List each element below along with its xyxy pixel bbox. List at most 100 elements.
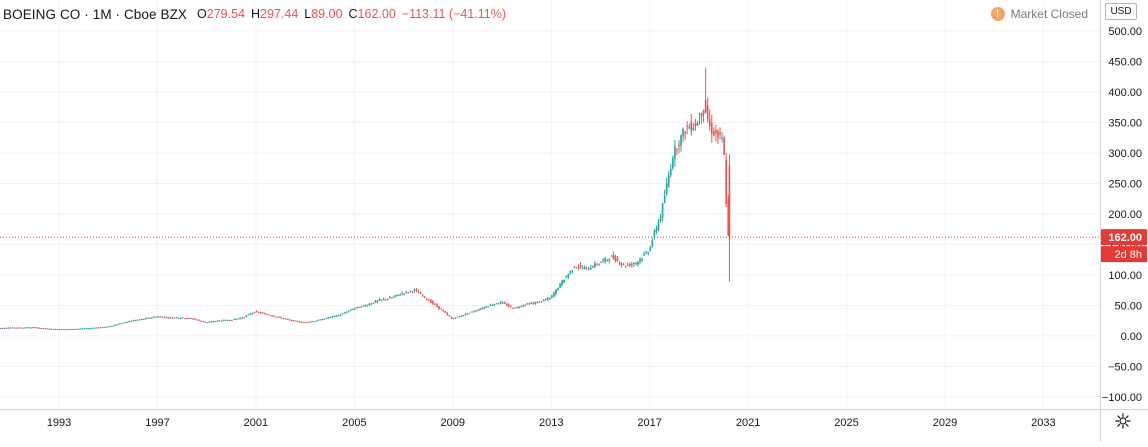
candle-body	[222, 319, 225, 321]
candle-body	[304, 322, 307, 324]
candle-body	[38, 327, 40, 329]
candle-body	[110, 325, 112, 327]
candle-body	[32, 327, 34, 329]
candle-body	[52, 328, 55, 330]
candle-body	[235, 318, 237, 320]
x-tick-label: 2025	[834, 417, 858, 429]
countdown-label: 2d 8h	[1114, 249, 1142, 261]
candle-body	[159, 316, 161, 318]
candle-body	[181, 317, 184, 319]
candle-body	[255, 311, 258, 313]
open-value: 279.54	[206, 7, 246, 21]
symbol-title[interactable]: BOEING CO · 1M · Cboe BZX	[3, 6, 188, 22]
y-tick-label: 300.00	[1108, 148, 1142, 160]
candle-body	[34, 327, 36, 329]
candle-body	[401, 293, 403, 295]
candle-body	[15, 327, 18, 329]
x-tick-label: 2033	[1031, 417, 1055, 429]
candle-body	[93, 327, 96, 329]
candle-body	[393, 296, 395, 298]
candle-body	[276, 316, 278, 318]
candle-body	[507, 304, 510, 307]
candle-body	[372, 302, 375, 304]
change-value: −113.11 (−41.11%)	[401, 7, 507, 21]
candle-body	[696, 123, 699, 126]
market-status[interactable]: ! Market Closed	[986, 5, 1088, 23]
high-value: 297.44	[260, 7, 299, 21]
candle-body	[155, 316, 157, 318]
candle-body	[175, 317, 178, 319]
candle-body	[171, 317, 174, 319]
candle-body	[487, 306, 490, 308]
candle-body	[569, 270, 572, 274]
candle-body	[368, 303, 371, 306]
candle-body	[405, 291, 408, 293]
candle-body	[432, 301, 434, 304]
candle-body	[71, 328, 73, 330]
candle-body	[319, 319, 321, 321]
candle-body	[352, 308, 354, 310]
candle-body	[399, 294, 401, 296]
candle-body	[73, 329, 75, 331]
last-price-label: 162.00	[1108, 232, 1142, 244]
candle-body	[210, 321, 213, 323]
candle-body	[128, 321, 131, 323]
candle-body	[97, 327, 100, 329]
candle-body	[419, 292, 422, 294]
candle-body	[596, 264, 598, 266]
last-price-badge	[1101, 229, 1147, 246]
candle-body	[7, 327, 10, 329]
candle-body	[136, 319, 139, 321]
candle-body	[493, 304, 496, 306]
candle-body	[294, 320, 297, 322]
candle-body	[112, 325, 114, 327]
alert-icon: !	[990, 7, 1005, 21]
candle-body	[360, 306, 362, 308]
candle-body	[83, 328, 86, 330]
y-tick-label: −100.00	[1102, 392, 1142, 404]
candle-body	[442, 310, 444, 312]
x-tick-label: 2013	[539, 417, 563, 429]
candle-body	[684, 132, 686, 134]
candle-body	[587, 269, 590, 271]
candle-body	[5, 327, 8, 329]
candle-body	[274, 316, 276, 318]
candle-body	[659, 216, 662, 222]
currency-button[interactable]: USD	[1105, 3, 1137, 20]
y-tick-label: 50.00	[1114, 300, 1142, 312]
candle-body	[657, 221, 660, 230]
x-tick-label: 1993	[47, 417, 71, 429]
candle-body	[682, 129, 684, 137]
candle-body	[704, 100, 707, 113]
candle-body	[721, 137, 723, 139]
candle-body	[56, 329, 59, 331]
candle-body	[495, 303, 498, 305]
candle-body	[185, 318, 188, 320]
candle-body	[362, 305, 365, 307]
candle-body	[585, 266, 588, 268]
candle-body	[192, 318, 194, 320]
candle-body	[163, 316, 166, 318]
candle-body	[715, 130, 717, 134]
candle-body	[227, 320, 229, 322]
candle-body	[241, 317, 244, 319]
candle-body	[633, 262, 635, 264]
candle-body	[106, 326, 108, 328]
candle-body	[466, 313, 469, 315]
candle-body	[327, 317, 330, 319]
candle-body	[592, 266, 594, 268]
candle-body	[48, 328, 51, 330]
candle-body	[315, 320, 317, 322]
candle-body	[87, 328, 90, 330]
candle-body	[99, 327, 102, 329]
candle-body	[13, 327, 16, 329]
candle-body	[512, 307, 514, 309]
candle-body	[386, 298, 389, 300]
candle-body	[462, 314, 465, 316]
gear-icon[interactable]	[1114, 412, 1132, 430]
candle-body	[341, 313, 344, 315]
candle-body	[9, 327, 12, 329]
candle-body	[54, 328, 57, 330]
